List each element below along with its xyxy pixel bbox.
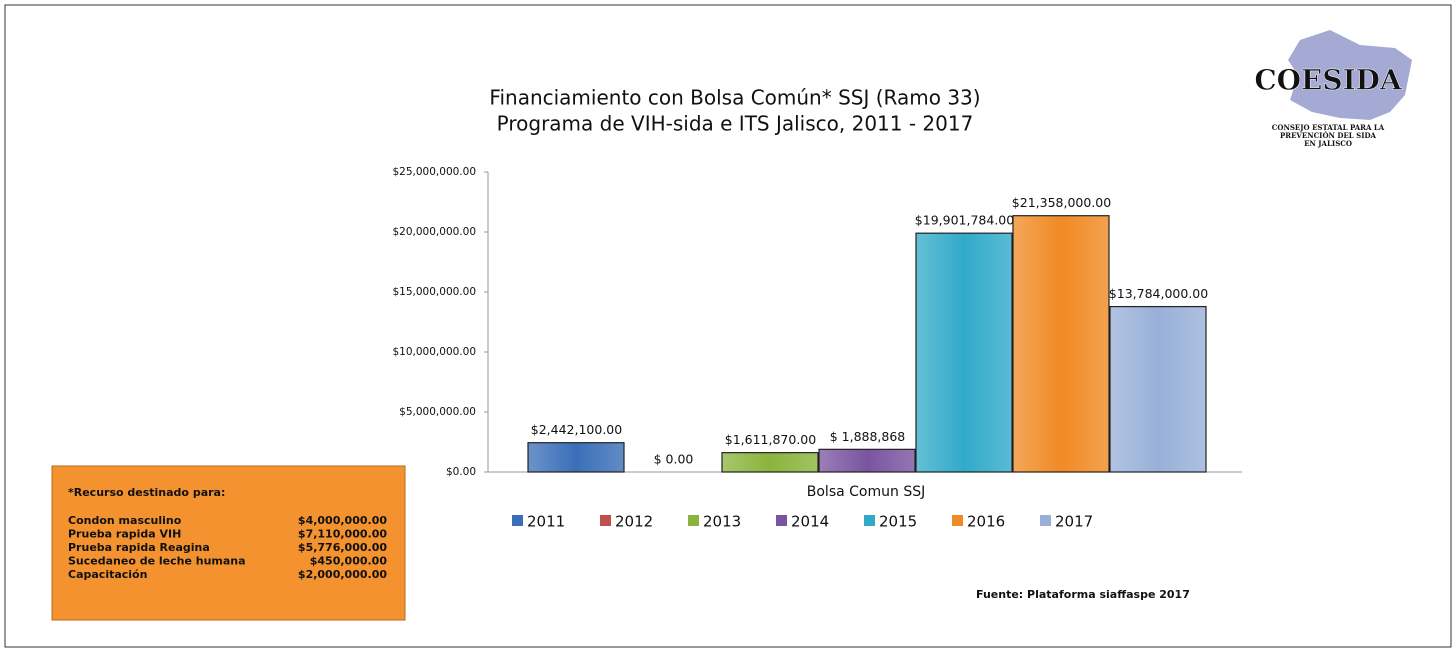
logo-name: COESIDA — [1254, 64, 1403, 97]
bar — [818, 448, 916, 473]
chart-subtitle: Programa de VIH-sida e ITS Jalisco, 2011… — [497, 112, 974, 136]
y-tick-label: $15,000,000.00 — [393, 286, 477, 298]
legend-swatch — [600, 515, 611, 526]
note-item: Sucedaneo de leche humana — [68, 555, 246, 568]
bar — [915, 232, 1013, 473]
legend-swatch — [864, 515, 875, 526]
y-tick-label: $0.00 — [446, 466, 476, 478]
data-label: $21,358,000.00 — [1012, 195, 1111, 210]
note-box: *Recurso destinado para: — [51, 465, 406, 621]
logo-caption: EN JALISCO — [1304, 139, 1352, 148]
note-amount: $450,000.00 — [310, 555, 388, 568]
y-tick-label: $10,000,000.00 — [393, 346, 477, 358]
page-border — [4, 4, 1452, 648]
x-tick-label: Bolsa Comun SSJ — [807, 484, 925, 500]
legend-swatch — [512, 515, 523, 526]
note-item: Prueba rapida VIH — [68, 528, 181, 541]
logo: COESIDA CONSEJO ESTATAL PARA LA PREVENCI… — [1254, 30, 1412, 148]
bar — [527, 442, 625, 473]
legend-label: 2012 — [615, 513, 653, 531]
chart-title: Financiamiento con Bolsa Común* SSJ (Ram… — [489, 86, 980, 110]
legend-label: 2011 — [527, 513, 565, 531]
bar — [1109, 305, 1207, 473]
note-heading: *Recurso destinado para: — [68, 486, 225, 499]
data-label: $ 0.00 — [654, 452, 694, 467]
data-label: $ 1,888,868 — [830, 429, 906, 444]
note-amount: $7,110,000.00 — [298, 528, 387, 541]
legend-swatch — [952, 515, 963, 526]
note-amount: $2,000,000.00 — [298, 568, 387, 581]
legend-label: 2015 — [879, 513, 917, 531]
logo-shape — [1288, 30, 1412, 120]
data-label: $19,901,784.00 — [915, 213, 1014, 228]
legend-label: 2013 — [703, 513, 741, 531]
note-item: Condon masculino — [68, 514, 182, 527]
bar — [721, 452, 819, 473]
bar — [1012, 215, 1110, 473]
data-label: $13,784,000.00 — [1109, 286, 1208, 301]
y-tick-label: $5,000,000.00 — [399, 406, 476, 418]
note-item: Prueba rapida Reagina — [68, 541, 210, 554]
legend-swatch — [1040, 515, 1051, 526]
source: Fuente: Plataforma siaffaspe 2017 — [976, 588, 1190, 601]
note-item: Capacitación — [68, 568, 147, 581]
legend-swatch — [688, 515, 699, 526]
note-background — [51, 465, 406, 621]
data-label: $1,611,870.00 — [725, 432, 816, 447]
legend-label: 2016 — [967, 513, 1005, 531]
legend-swatch — [776, 515, 787, 526]
y-tick-label: $20,000,000.00 — [393, 226, 477, 238]
legend-label: 2014 — [791, 513, 829, 531]
data-label: $2,442,100.00 — [531, 422, 622, 437]
logo-caption: CONSEJO ESTATAL PARA LA — [1272, 123, 1385, 132]
logo-caption: PREVENCIÓN DEL SIDA — [1280, 131, 1377, 140]
legend-label: 2017 — [1055, 513, 1093, 531]
note-amount: $5,776,000.00 — [298, 541, 387, 554]
note-amount: $4,000,000.00 — [298, 514, 387, 527]
y-tick-label: $25,000,000.00 — [393, 166, 477, 178]
